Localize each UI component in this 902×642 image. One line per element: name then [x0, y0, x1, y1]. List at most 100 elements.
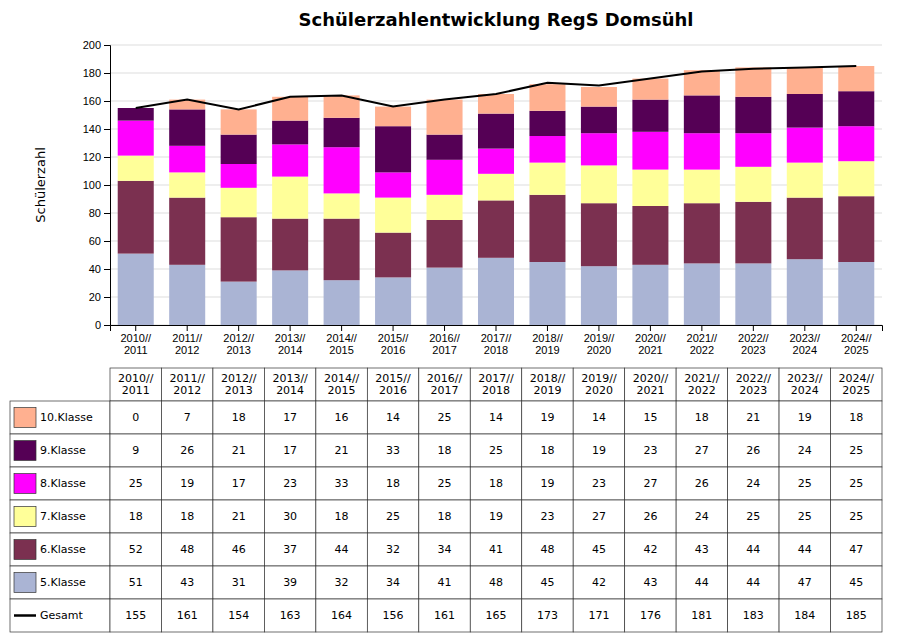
- table-value: 44: [746, 576, 760, 589]
- tick-label: 2019//2020: [584, 332, 616, 357]
- bar: [375, 126, 411, 172]
- bar: [787, 67, 823, 94]
- legend-label: 8.Klasse: [40, 477, 86, 490]
- table-value: 25: [746, 510, 760, 523]
- table-value: 31: [232, 576, 246, 589]
- tick-mark: [104, 129, 110, 130]
- bar: [272, 270, 308, 325]
- table-cell: [161, 533, 212, 566]
- table-value: 26: [643, 510, 657, 523]
- tick-mark: [104, 185, 110, 186]
- table-value: 23: [643, 444, 657, 457]
- table-value: 185: [846, 609, 867, 622]
- tick-label: 2017//2018: [481, 332, 513, 357]
- bar: [632, 265, 668, 325]
- bar-series: [118, 91, 875, 172]
- bar: [272, 121, 308, 145]
- tick-mark: [104, 241, 110, 242]
- table-value: 14: [592, 411, 606, 424]
- bar: [324, 147, 360, 193]
- bar: [118, 121, 154, 156]
- table-cell: [470, 368, 521, 401]
- bar: [169, 172, 205, 197]
- tick-mark: [701, 325, 702, 331]
- table-cell: [470, 500, 521, 533]
- table-value: 44: [798, 543, 812, 556]
- tick-label: 60: [89, 235, 101, 247]
- table-cell: [110, 401, 161, 434]
- table-value: 25: [438, 411, 452, 424]
- table-value: 41: [489, 543, 503, 556]
- table-cell: [10, 566, 110, 599]
- table-value: 34: [386, 576, 400, 589]
- table-value: 48: [540, 543, 554, 556]
- tick-label: 2024//2025: [841, 332, 873, 357]
- table-cell: [161, 467, 212, 500]
- table-value: 23: [283, 477, 297, 490]
- table-cell: [161, 368, 212, 401]
- table-cell: [470, 434, 521, 467]
- table: 2010//20112011//20122012//20132013//2014…: [10, 368, 882, 632]
- tick: 60: [89, 235, 110, 247]
- table-value: 18: [232, 411, 246, 424]
- bar: [118, 108, 154, 121]
- table-value: 27: [695, 444, 709, 457]
- table-value: 23: [540, 510, 554, 523]
- table-cell: [316, 368, 367, 401]
- table-cell: [10, 533, 110, 566]
- tick-mark: [856, 325, 857, 331]
- table-cell: [264, 599, 315, 632]
- table-value: 19: [798, 411, 812, 424]
- table-value: 19: [540, 477, 554, 490]
- tick: 160: [83, 95, 110, 107]
- table-header: 2015//2016: [375, 372, 411, 397]
- table-cell: [522, 401, 573, 434]
- table-value: 164: [331, 609, 352, 622]
- table-cell: [573, 401, 624, 434]
- table-value: 26: [180, 444, 194, 457]
- table-value: 184: [794, 609, 815, 622]
- table-value: 45: [849, 576, 863, 589]
- bar: [427, 160, 463, 195]
- table-value: 165: [486, 609, 507, 622]
- bar: [169, 146, 205, 173]
- tick: 140: [83, 123, 110, 135]
- table-header: 2011//2012: [169, 372, 205, 397]
- table-cell: [264, 566, 315, 599]
- table-value: 17: [232, 477, 246, 490]
- bar: [529, 195, 565, 262]
- tick: 2018//2019: [532, 325, 564, 356]
- bar: [427, 100, 463, 135]
- tick: 40: [89, 263, 110, 275]
- tick-label: 140: [83, 123, 101, 135]
- tick: 180: [83, 67, 110, 79]
- table-header: 2023//2024: [787, 372, 823, 397]
- tick-label: 180: [83, 67, 101, 79]
- table-cell: [10, 500, 110, 533]
- table-cell: [161, 434, 212, 467]
- table-cell: [573, 533, 624, 566]
- table-value: 45: [592, 543, 606, 556]
- bar: [221, 164, 257, 188]
- table-cell: [367, 434, 418, 467]
- tick-mark: [547, 325, 548, 331]
- tick-label: 2018//2019: [532, 332, 564, 357]
- table-value: 18: [129, 510, 143, 523]
- table-cell: [161, 566, 212, 599]
- table-cell: [419, 434, 470, 467]
- table-value: 163: [280, 609, 301, 622]
- bar: [169, 109, 205, 145]
- bar: [684, 170, 720, 204]
- table-cell: [419, 500, 470, 533]
- table-cell: [110, 434, 161, 467]
- table-value: 9: [132, 444, 139, 457]
- table-cell: [522, 368, 573, 401]
- tick-mark: [104, 73, 110, 74]
- table-value: 183: [743, 609, 764, 622]
- bar: [324, 118, 360, 147]
- table-cell: [573, 599, 624, 632]
- table-cell: [625, 566, 676, 599]
- table-cell: [779, 401, 830, 434]
- tick: 100: [83, 179, 110, 191]
- table-cell: [573, 500, 624, 533]
